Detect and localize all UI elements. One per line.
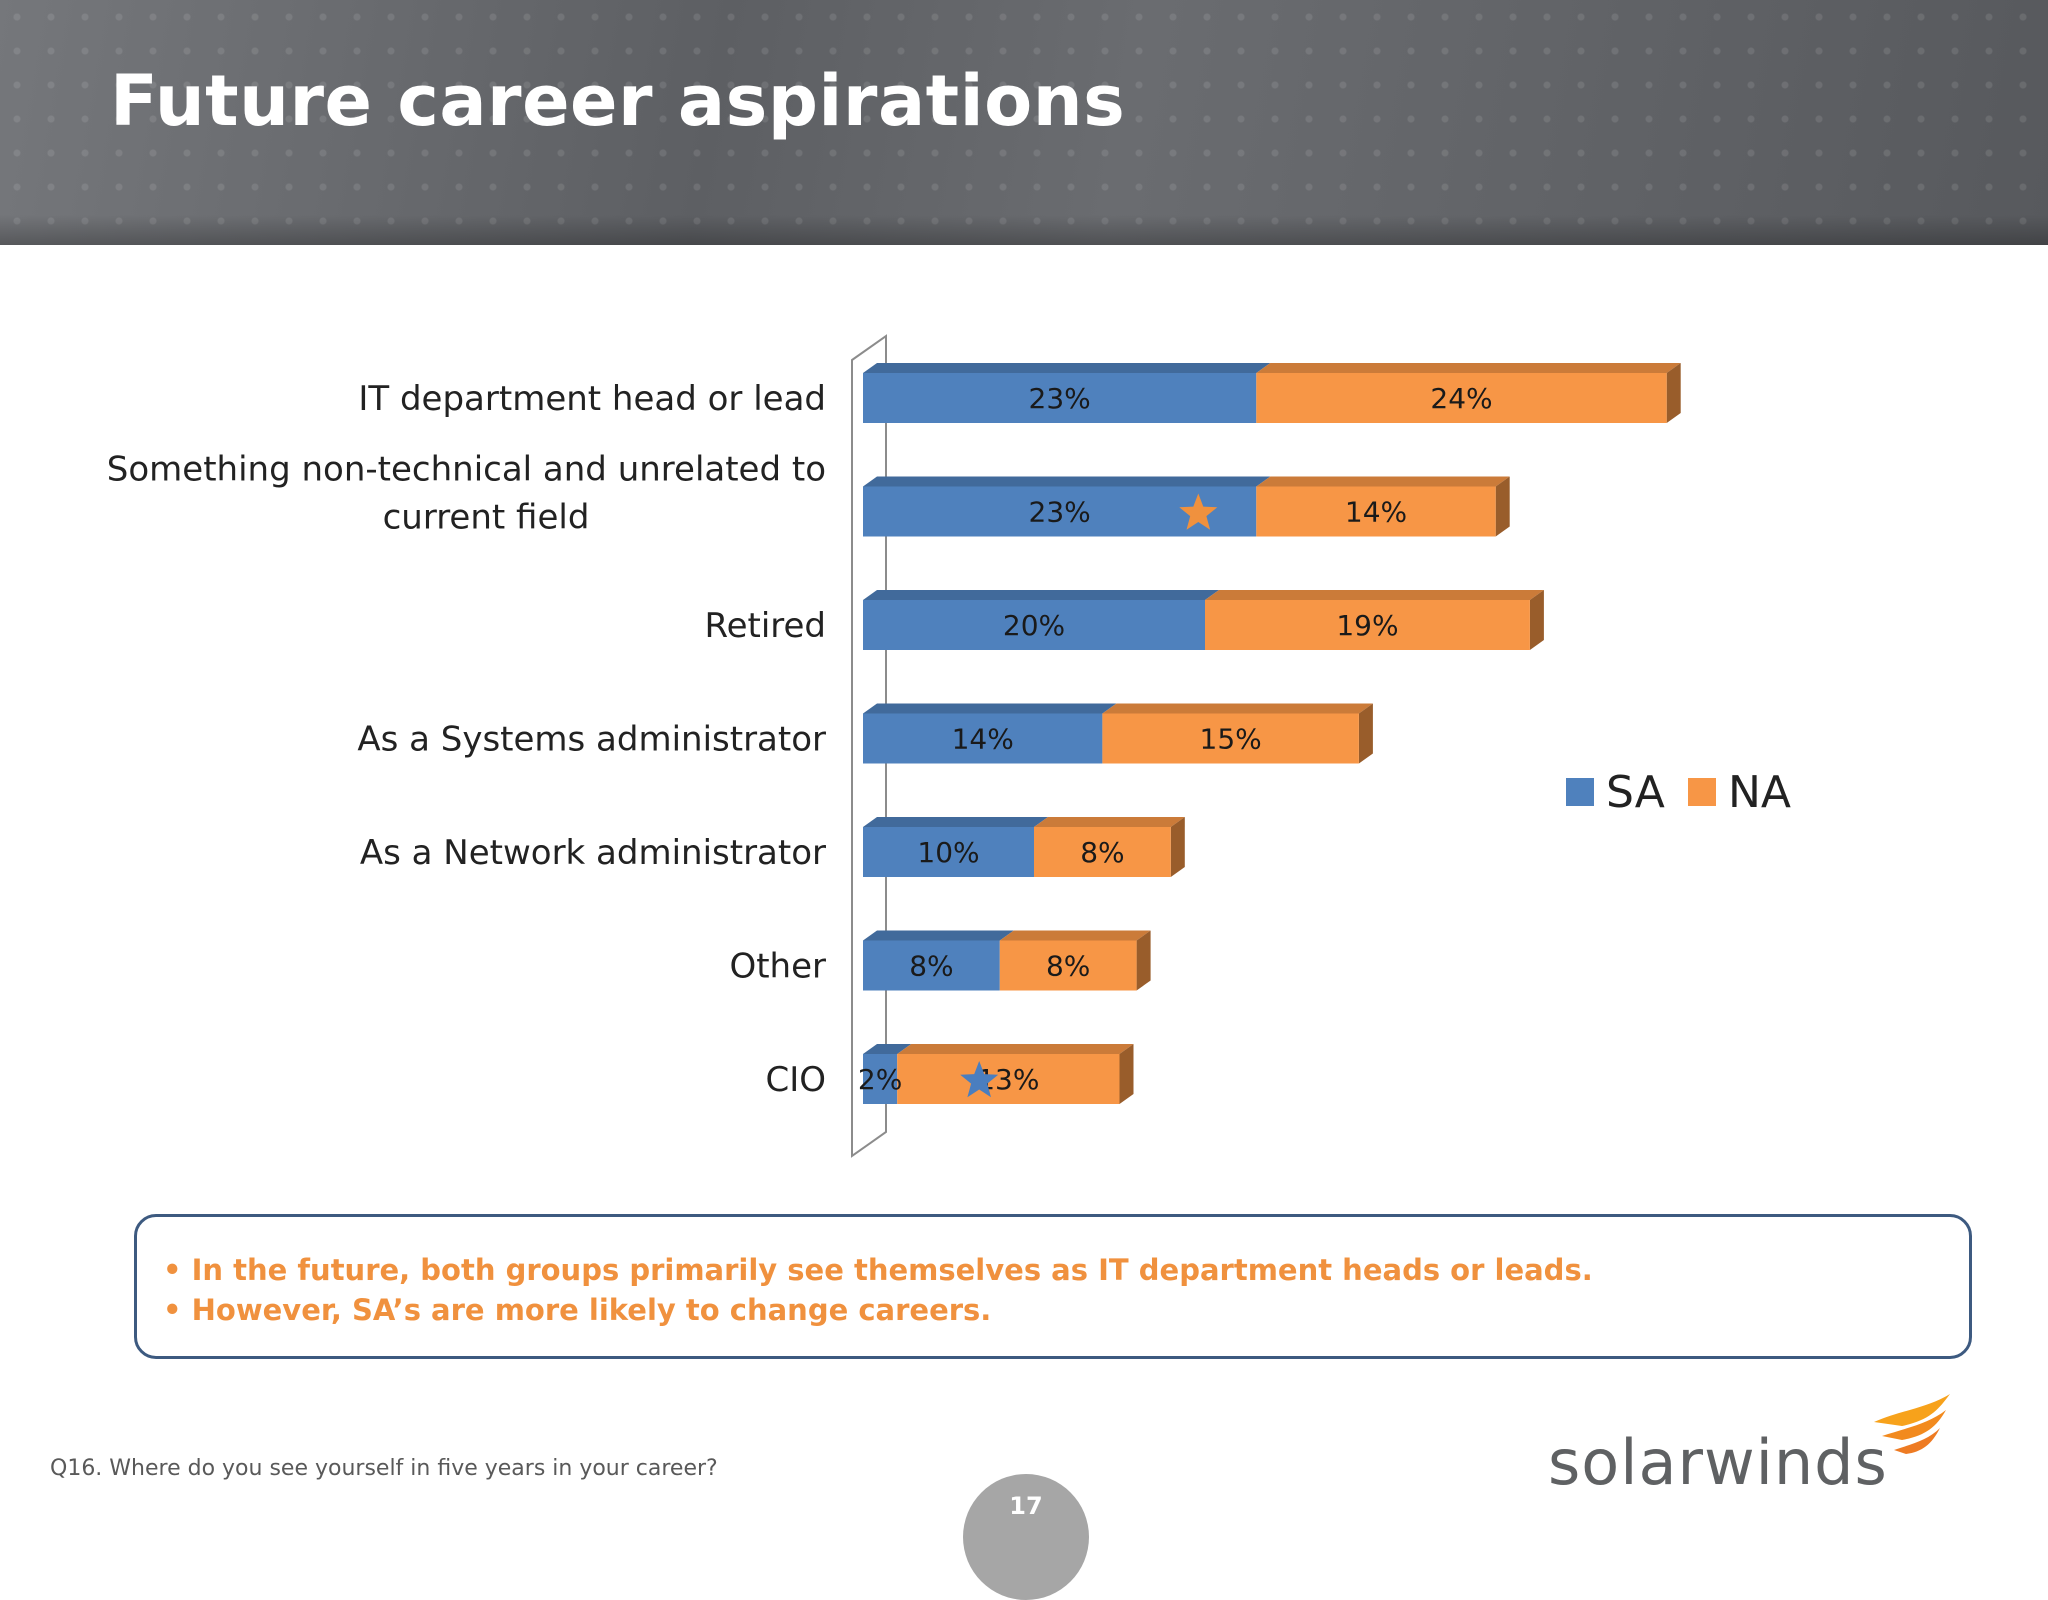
finding-1: • In the future, both groups primarily s… (163, 1253, 1593, 1287)
bar-sa (863, 703, 1117, 764)
data-label: 14% (1345, 496, 1407, 529)
banner-texture (0, 0, 2048, 245)
data-label: 14% (952, 723, 1014, 756)
flame-icon (1874, 1394, 1950, 1454)
legend-label-sa: SA (1606, 767, 1665, 818)
data-label: 23% (1029, 496, 1091, 529)
legend-label-na: NA (1728, 767, 1791, 818)
category-label: Retired (704, 606, 826, 646)
data-label: 8% (909, 950, 953, 983)
finding-2: • However, SA’s are more likely to chang… (163, 1293, 992, 1327)
legend: SA NA (1566, 767, 1791, 818)
category-labels: IT department head or lead Something non-… (107, 379, 826, 1100)
category-label: current field (383, 497, 590, 537)
data-label: 20% (1003, 609, 1065, 642)
logo-wordmark: solarwinds (1548, 1426, 1888, 1499)
survey-question-footnote: Q16. Where do you see yourself in five y… (50, 1456, 718, 1481)
bar-sa (863, 590, 1219, 650)
data-label: 10% (917, 836, 979, 869)
category-label: CIO (765, 1060, 826, 1100)
bar-sa (863, 476, 1271, 537)
category-label: As a Network administrator (360, 833, 826, 873)
data-label: 19% (1336, 609, 1398, 642)
bar-sa (863, 930, 1014, 991)
bar-na (999, 930, 1151, 991)
banner-shadow (0, 215, 2048, 245)
bar-sa (863, 1044, 912, 1104)
bar-sa (863, 363, 1271, 423)
data-label: 2% (858, 1063, 902, 1096)
data-labels: 23% 24%23% 14%20% 19%14% 15%10% 8%8% 8%2% 13% (858, 382, 1493, 1098)
bar-na (897, 1044, 1134, 1104)
data-label: 23% (1029, 382, 1091, 415)
category-label: Something non-technical and unrelated to (107, 449, 826, 489)
data-label: 8% (1080, 836, 1124, 869)
data-label: 24% (1430, 382, 1492, 415)
key-findings-box: • In the future, both groups primarily s… (134, 1214, 1972, 1359)
legend-swatch-na (1688, 778, 1716, 806)
data-label: 8% (1046, 950, 1090, 983)
bar-na (1256, 363, 1681, 423)
bar-sa (863, 817, 1048, 877)
star-icon (960, 1061, 999, 1098)
solarwinds-logo: solarwinds (1548, 1392, 1950, 1502)
legend-swatch-sa (1566, 778, 1594, 806)
career-aspirations-chart: IT department head or lead Something non-… (107, 334, 1791, 1158)
category-label: As a Systems administrator (357, 720, 826, 760)
bar-na (1256, 476, 1510, 537)
page-title: Future career aspirations (110, 60, 1126, 142)
page-number: 17 (1009, 1492, 1043, 1520)
bar-na (1205, 590, 1544, 650)
category-label: Other (729, 947, 826, 987)
data-label: 15% (1200, 723, 1262, 756)
category-label: IT department head or lead (358, 379, 826, 419)
title-banner: Future career aspirations (0, 0, 2048, 245)
star-icon (1179, 493, 1218, 530)
bars (863, 363, 1681, 1104)
page-number-tab: 17 (963, 1474, 1089, 1600)
bar-na (1102, 703, 1373, 764)
bar-na (1034, 817, 1185, 877)
